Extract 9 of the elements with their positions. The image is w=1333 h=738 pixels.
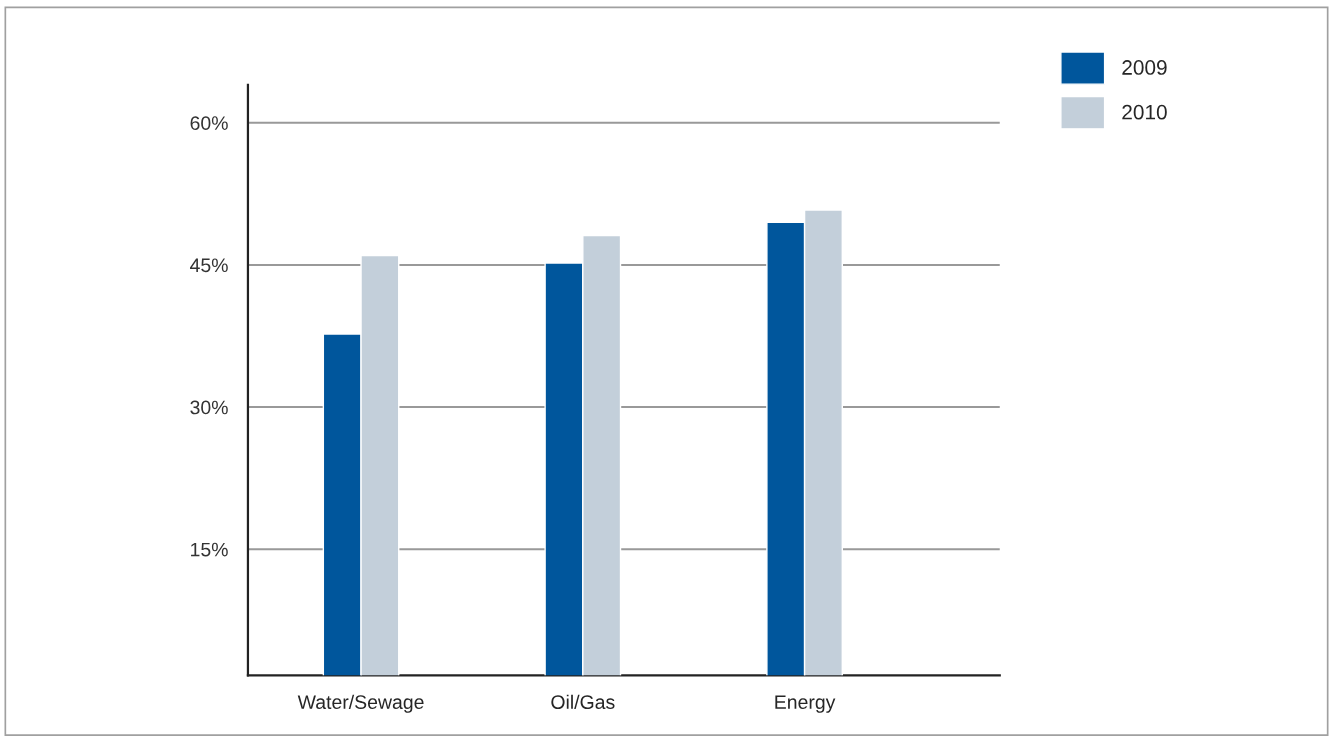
x-tick-label: Water/Sewage — [297, 694, 424, 713]
legend-label: 2009 — [1122, 60, 1167, 75]
y-tick-label: 15% — [191, 542, 228, 557]
x-tick-label: Energy — [775, 695, 836, 713]
y-tick-label: 60% — [190, 116, 228, 131]
x-tick-label: Oil/Gas — [551, 694, 615, 709]
y-tick-label: 30% — [190, 400, 228, 415]
legend-label: 2010 — [1122, 104, 1167, 120]
y-tick-label: 45% — [190, 258, 228, 273]
